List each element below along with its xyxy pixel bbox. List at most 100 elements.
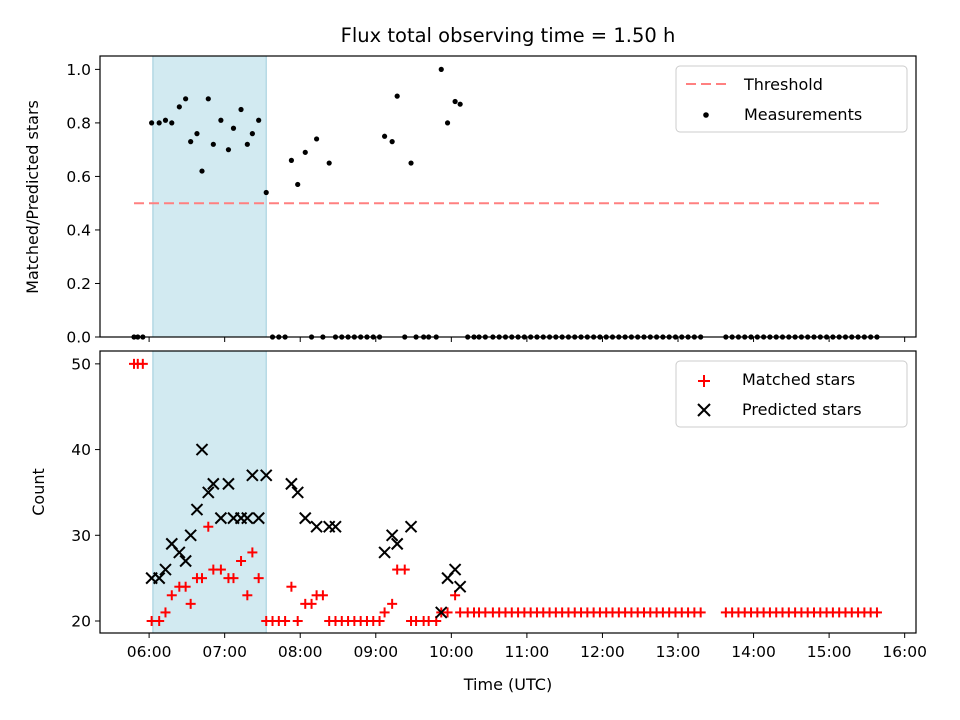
predicted-star-point bbox=[252, 511, 265, 525]
legend-predicted-label: Predicted stars bbox=[742, 400, 862, 419]
matched-star-point bbox=[137, 358, 148, 369]
predicted-star-point bbox=[390, 537, 404, 551]
predicted-star-point bbox=[310, 520, 323, 533]
chart-title: Flux total observing time = 1.50 h bbox=[341, 24, 676, 47]
predicted-star-point bbox=[222, 477, 235, 491]
top-y-tick-label: 1.0 bbox=[66, 61, 91, 79]
predicted-star-point bbox=[184, 529, 197, 542]
matched-star-point bbox=[242, 590, 253, 601]
measurement-point bbox=[457, 101, 463, 107]
legend-measurement-swatch bbox=[703, 112, 709, 118]
predicted-star-point bbox=[435, 606, 448, 619]
matched-star-point bbox=[180, 581, 191, 592]
predicted-star-point bbox=[378, 546, 391, 559]
matched-star-point bbox=[695, 607, 706, 618]
x-tick-label: 15:00 bbox=[807, 643, 852, 661]
measurement-point bbox=[452, 98, 458, 105]
matched-star-point bbox=[154, 616, 165, 626]
bottom-y-tick-label: 20 bbox=[71, 613, 91, 631]
x-tick-label: 13:00 bbox=[656, 643, 701, 661]
bottom-y-tick-label: 50 bbox=[71, 355, 91, 373]
x-tick-label: 06:00 bbox=[127, 643, 172, 661]
matched-star-point bbox=[374, 616, 385, 626]
measurement-point bbox=[295, 181, 301, 188]
x-tick-label: 09:00 bbox=[353, 643, 398, 661]
matched-star-point bbox=[160, 607, 171, 618]
x-tick-label: 11:00 bbox=[505, 643, 550, 661]
measurement-point bbox=[183, 96, 189, 102]
top-y-ticks: 0.0 0.2 0.4 0.6 0.8 1.0 bbox=[66, 61, 100, 347]
legend-matched-swatch bbox=[698, 375, 710, 387]
bottom-y-tick-label: 40 bbox=[71, 441, 91, 459]
legend-predicted-swatch bbox=[697, 403, 711, 417]
bottom-legend: Matched stars Predicted stars bbox=[675, 360, 908, 428]
top-y-tick-label: 0.2 bbox=[66, 275, 91, 293]
measurement-point bbox=[218, 117, 224, 123]
x-tick-label: 07:00 bbox=[202, 643, 247, 661]
top-y-axis-label: Matched/Predicted stars bbox=[23, 100, 42, 294]
measurement-point bbox=[188, 139, 194, 145]
predicted-star-point bbox=[214, 511, 228, 525]
measurement-point bbox=[302, 149, 308, 155]
measurement-point bbox=[156, 120, 162, 126]
matched-star-point bbox=[317, 590, 328, 601]
x-tick-label: 16:00 bbox=[882, 643, 927, 661]
bottom-y-axis-label: Count bbox=[29, 468, 48, 516]
matched-star-point bbox=[442, 607, 453, 618]
top-y-tick-label: 0.6 bbox=[66, 168, 91, 186]
top-y-tick-label: 0.0 bbox=[66, 329, 91, 347]
top-highlight-span bbox=[152, 55, 267, 338]
predicted-star-point bbox=[241, 511, 254, 525]
predicted-star-point bbox=[159, 563, 172, 576]
predicted-star-point bbox=[173, 546, 186, 559]
matched-star-point bbox=[292, 616, 303, 626]
legend-measurement-label: Measurements bbox=[744, 105, 862, 124]
x-axis-label: Time (UTC) bbox=[463, 675, 552, 694]
matched-star-point bbox=[286, 581, 297, 592]
predicted-star-point bbox=[385, 529, 399, 542]
measurement-point bbox=[225, 147, 232, 153]
matched-star-point bbox=[280, 616, 291, 626]
bottom-panel: 20 30 40 50 06:00 07:00 08:00 09:00 10:00 11:00 1… bbox=[29, 350, 927, 694]
predicted-stars-points bbox=[145, 443, 467, 619]
bottom-x-ticks: 06:00 07:00 08:00 09:00 10:00 11:00 12:00 13:00… bbox=[127, 633, 927, 661]
legend-matched-label: Matched stars bbox=[742, 370, 855, 389]
measurement-point bbox=[381, 133, 388, 139]
predicted-star-point bbox=[453, 580, 467, 593]
x-tick-label: 10:00 bbox=[429, 643, 474, 661]
matched-star-point bbox=[871, 607, 882, 618]
bottom-y-ticks: 20 30 40 50 bbox=[71, 355, 100, 631]
matched-star-point bbox=[399, 564, 410, 575]
bottom-axes-frame bbox=[99, 350, 917, 634]
top-y-tick-label: 0.4 bbox=[66, 221, 91, 239]
measurement-point bbox=[394, 93, 400, 99]
matched-star-point bbox=[228, 573, 239, 584]
measurement-point bbox=[230, 125, 237, 131]
matched-stars-points bbox=[129, 358, 882, 626]
predicted-star-point bbox=[195, 443, 209, 456]
matched-star-point bbox=[185, 598, 196, 609]
matched-star-point bbox=[215, 564, 226, 575]
measurement-point bbox=[313, 136, 320, 142]
predicted-star-point bbox=[285, 477, 298, 491]
matched-star-point bbox=[203, 521, 214, 532]
matched-star-point bbox=[247, 547, 258, 558]
predicted-star-point bbox=[179, 554, 192, 568]
top-axes-frame bbox=[99, 55, 917, 338]
measurement-point bbox=[149, 120, 155, 126]
matched-star-point bbox=[236, 556, 247, 566]
matched-star-point bbox=[166, 590, 177, 601]
predicted-star-point bbox=[329, 520, 342, 533]
measurement-point bbox=[238, 106, 244, 113]
predicted-star-point bbox=[246, 469, 259, 482]
top-legend: Threshold Measurements bbox=[675, 65, 908, 133]
measurement-point bbox=[444, 120, 451, 126]
matched-star-point bbox=[387, 598, 398, 609]
matched-star-point bbox=[253, 573, 264, 584]
bottom-legend-frame bbox=[675, 360, 908, 428]
measurement-point bbox=[438, 66, 444, 72]
top-legend-frame bbox=[675, 65, 908, 133]
measurement-point bbox=[256, 117, 262, 123]
bottom-y-tick-label: 30 bbox=[71, 527, 91, 545]
